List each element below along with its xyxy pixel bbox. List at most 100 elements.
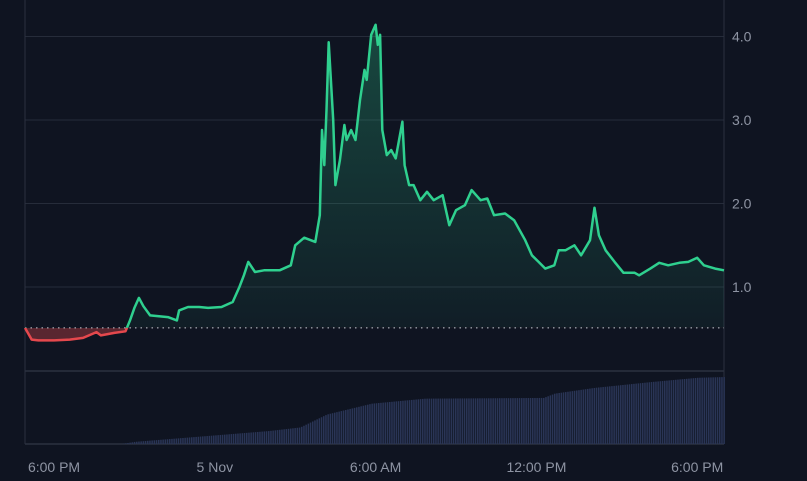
volume-bar	[204, 436, 206, 444]
volume-bar	[433, 398, 435, 444]
volume-bar	[507, 398, 510, 444]
volume-bar	[230, 434, 233, 444]
volume-bar	[653, 381, 655, 444]
volume-bar	[723, 377, 725, 444]
volume-bar	[125, 443, 127, 444]
volume-bar	[569, 391, 571, 444]
volume-bar	[690, 378, 692, 444]
volume-bar	[292, 428, 294, 444]
volume-bar	[485, 398, 488, 444]
volume-bar	[375, 403, 378, 444]
volume-bar	[199, 436, 202, 444]
volume-bar	[703, 377, 706, 444]
x-tick-label: 5 Nov	[197, 459, 234, 475]
volume-bar	[540, 397, 543, 444]
volume-bar	[490, 398, 492, 444]
volume-bar	[688, 378, 690, 444]
volume-bar	[349, 408, 351, 444]
y-axis: 1.0 2.0 3.0 4.0	[732, 29, 752, 296]
volume-bar	[197, 436, 200, 444]
volume-bar	[239, 433, 241, 444]
volume-bar	[503, 398, 505, 444]
volume-bar	[474, 398, 477, 444]
volume-bar	[611, 386, 613, 444]
volume-bar	[329, 413, 332, 444]
volume-bar	[217, 435, 219, 444]
volume-bar	[184, 437, 186, 444]
volume-bar	[532, 397, 534, 444]
volume-bar	[371, 403, 373, 444]
volume-bar	[254, 432, 257, 444]
volume-bar	[177, 438, 180, 444]
volume-bar	[195, 436, 197, 444]
volume-bar	[270, 430, 272, 444]
volume-bar	[281, 429, 283, 444]
volume-bar	[499, 398, 501, 444]
volume-bar	[309, 422, 312, 444]
volume-bar	[430, 398, 433, 444]
volume-bar	[237, 433, 239, 444]
volume-bar	[626, 384, 629, 444]
volume-bar	[127, 443, 129, 444]
volume-bar	[672, 380, 675, 444]
volume-bar	[635, 383, 637, 444]
volume-bar	[252, 432, 255, 444]
volume-bar	[668, 380, 670, 444]
volume-bar	[274, 430, 277, 444]
volume-bar	[692, 378, 695, 444]
volume-bar	[411, 399, 413, 444]
volume-bar	[373, 403, 376, 444]
volume-bar	[606, 386, 609, 444]
volume-bar	[155, 440, 158, 444]
volume-bar	[479, 398, 481, 444]
volume-bar	[408, 400, 411, 444]
volume-bar	[457, 398, 459, 444]
volume-bar	[364, 405, 367, 444]
volume-bar	[712, 377, 714, 444]
volume-bar	[171, 438, 173, 444]
volume-bar	[600, 387, 602, 444]
volume-bar	[162, 439, 164, 444]
volume-bar	[549, 395, 552, 444]
volume-bar	[633, 383, 635, 444]
volume-bar	[697, 377, 699, 444]
volume-bar	[182, 437, 184, 444]
volume-bar	[279, 429, 281, 444]
volume-bar	[547, 396, 549, 444]
volume-bar	[232, 433, 235, 444]
volume-bar	[345, 410, 347, 444]
volume-bar	[637, 383, 640, 444]
volume-bar	[243, 433, 246, 444]
volume-bar	[679, 379, 681, 444]
volume-bar	[261, 431, 263, 444]
volume-bar	[624, 384, 626, 444]
price-line-up	[24, 23, 725, 328]
volume-bar	[340, 411, 343, 444]
price-lines	[23, 23, 725, 342]
volume-bar	[452, 398, 455, 444]
volume-bar	[483, 398, 486, 444]
volume-bar	[294, 428, 296, 444]
volume-bar	[666, 380, 668, 444]
volume-bar	[437, 398, 439, 444]
volume-bar	[301, 426, 303, 444]
volume-bar	[296, 427, 299, 444]
volume-bar	[285, 429, 288, 444]
volume-bar	[323, 416, 325, 444]
volume-bar	[481, 398, 483, 444]
volume-bar	[202, 436, 204, 444]
volume-bar	[576, 390, 578, 444]
volume-bar	[455, 398, 457, 444]
volume-bar	[523, 398, 525, 444]
volume-bar	[318, 418, 321, 444]
volume-bar	[554, 393, 556, 444]
volume-bar	[461, 398, 464, 444]
y-tick-label: 1.0	[732, 279, 752, 295]
volume-bar	[380, 402, 382, 444]
volume-bar	[283, 429, 285, 444]
volume-bar	[580, 389, 582, 444]
volume-bar	[298, 427, 301, 444]
volume-bar	[268, 431, 270, 444]
x-axis: 6:00 PM 5 Nov 6:00 AM 12:00 PM 6:00 PM	[28, 459, 723, 475]
volume-bar	[496, 398, 499, 444]
